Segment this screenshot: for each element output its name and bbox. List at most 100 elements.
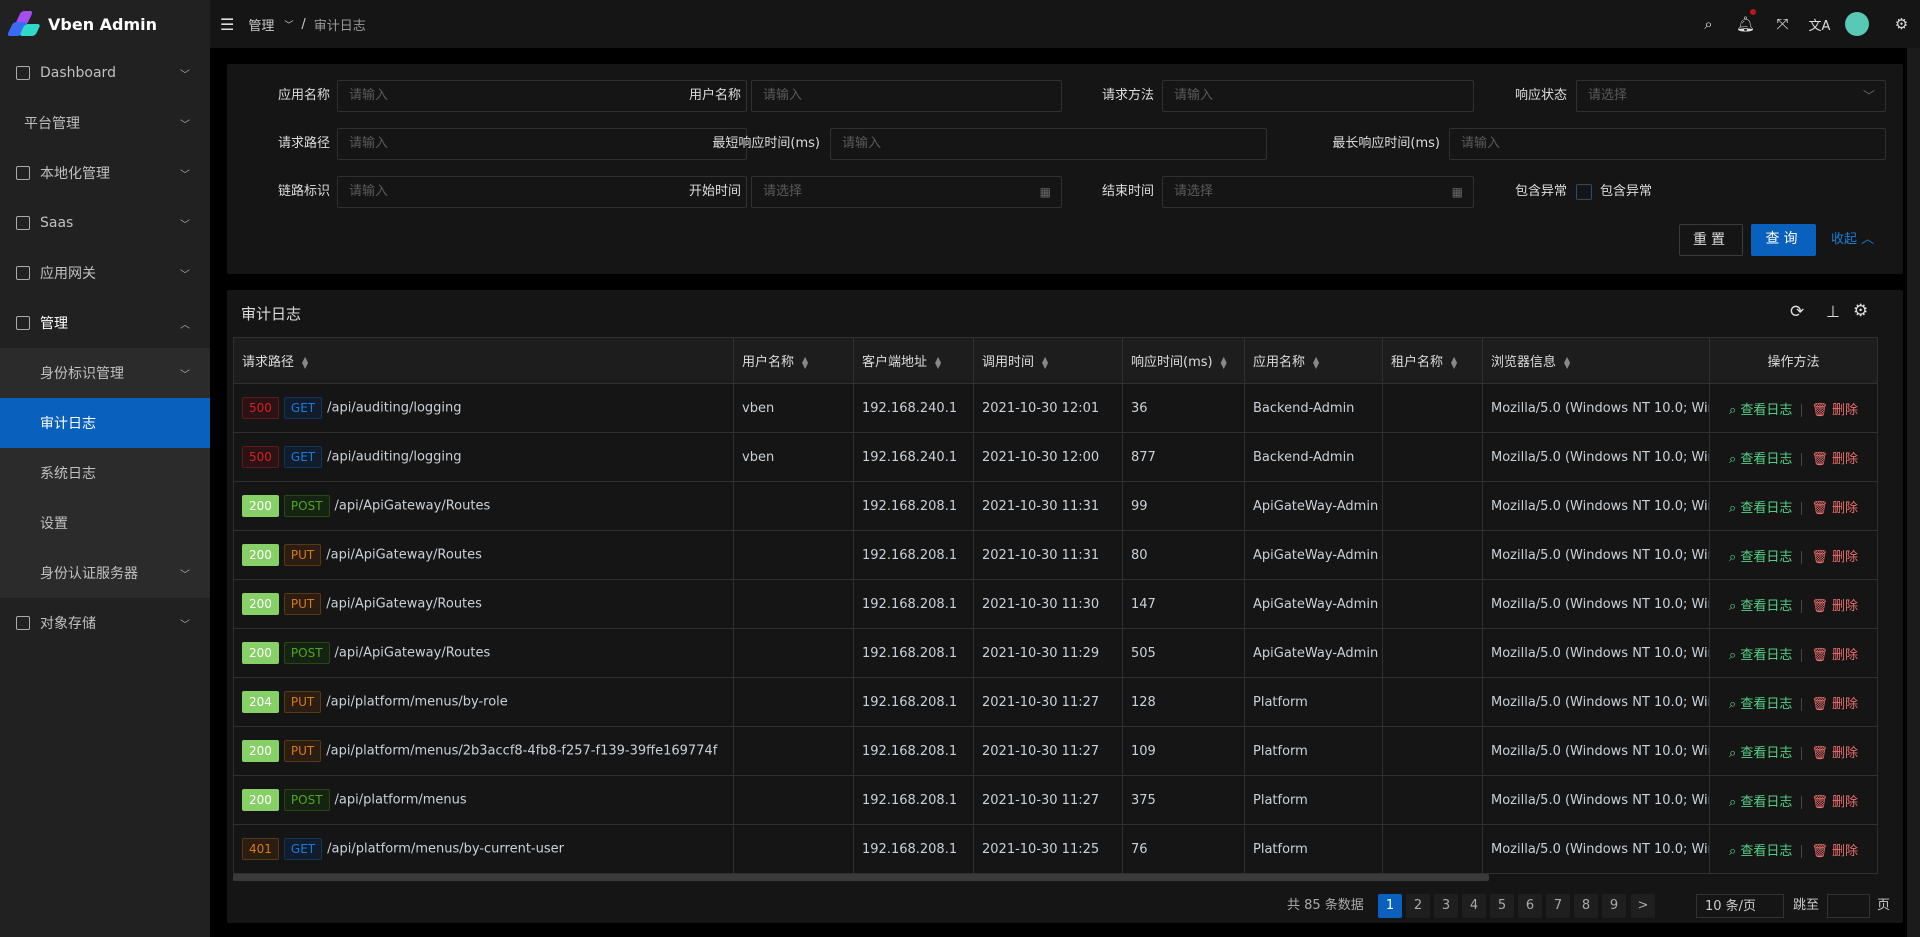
search-icon: ⌕	[1728, 549, 1737, 565]
page-button[interactable]: 3	[1434, 894, 1458, 918]
view-log-button[interactable]: ⌕ 查看日志	[1729, 746, 1792, 761]
sidebar-item[interactable]: 应用网关 ﹀	[0, 248, 210, 298]
divider	[1801, 697, 1803, 711]
gear-icon[interactable]: ⚙	[1894, 15, 1909, 33]
sort-icon[interactable]: ▲ ▼	[802, 354, 809, 370]
fullscreen-icon[interactable]: ⤧	[1776, 15, 1789, 33]
sidebar-item[interactable]: 本地化管理 ﹀	[0, 148, 210, 198]
delete-button[interactable]: 🗑︎ 删除	[1811, 844, 1858, 859]
method-placeholder: 请输入	[1174, 88, 1214, 103]
trace-placeholder: 请输入	[349, 184, 389, 199]
status-input[interactable]: 请选择 ﹀	[1576, 80, 1886, 112]
sidebar-item[interactable]: 身份认证服务器 ﹀	[0, 548, 210, 598]
reset-button[interactable]: 重置	[1679, 224, 1743, 256]
translate-icon[interactable]: 文A	[1808, 18, 1831, 34]
column-header[interactable]: 客户端地址 ▲ ▼	[853, 337, 974, 384]
user_name-input[interactable]: 请输入	[751, 80, 1062, 112]
trace-input[interactable]: 请输入	[337, 176, 747, 208]
sidebar-item[interactable]: Saas ﹀	[0, 198, 210, 248]
next-page-button[interactable]: >	[1631, 894, 1655, 918]
settings-icon[interactable]: ⚙	[1853, 301, 1869, 321]
request-path: /api/auditing/logging	[327, 400, 462, 416]
refresh-icon[interactable]: ⟳	[1790, 302, 1805, 322]
page-button[interactable]: 6	[1518, 894, 1542, 918]
search-icon[interactable]: ⌕	[1704, 15, 1713, 33]
sort-icon[interactable]: ▲ ▼	[1042, 354, 1049, 370]
column-header[interactable]: 用户名称 ▲ ▼	[733, 337, 854, 384]
sidebar-item[interactable]: 系统日志	[0, 448, 210, 498]
page-button[interactable]: 9	[1602, 894, 1626, 918]
view-log-button[interactable]: ⌕ 查看日志	[1729, 452, 1792, 467]
sort-icon[interactable]: ▲ ▼	[935, 354, 942, 370]
page-size-select[interactable]: 10 条/页	[1696, 894, 1784, 918]
view-log-button[interactable]: ⌕ 查看日志	[1729, 795, 1792, 810]
has-exception-checkbox-label[interactable]: 包含异常	[1600, 184, 1653, 199]
delete-button[interactable]: 🗑︎ 删除	[1811, 746, 1858, 761]
trash-icon: 🗑︎	[1811, 745, 1828, 761]
page-scrollbar[interactable]	[1907, 48, 1920, 937]
page-button[interactable]: 2	[1406, 894, 1430, 918]
delete-button[interactable]: 🗑︎ 删除	[1811, 697, 1858, 712]
has-exception-checkbox[interactable]	[1576, 184, 1592, 200]
delete-button[interactable]: 🗑︎ 删除	[1811, 452, 1858, 467]
delete-button[interactable]: 🗑︎ 删除	[1811, 599, 1858, 614]
view-log-button[interactable]: ⌕ 查看日志	[1729, 697, 1792, 712]
min_time-input[interactable]: 请输入	[830, 128, 1267, 160]
path-input[interactable]: 请输入	[337, 128, 747, 160]
table-row: 500 GET/api/auditing/logging vben 192.168…	[233, 432, 1878, 482]
sidebar-item[interactable]: 审计日志	[0, 398, 210, 448]
query-button[interactable]: 查询	[1751, 224, 1816, 256]
page-button[interactable]: 8	[1574, 894, 1598, 918]
menu-fold-icon[interactable]: ☰	[220, 14, 235, 34]
sidebar-item[interactable]: 设置	[0, 498, 210, 548]
max_time-input[interactable]: 请输入	[1449, 128, 1886, 160]
column-header[interactable]: 请求路径 ▲ ▼	[233, 337, 734, 384]
start-input[interactable]: 请选择 ▦	[751, 176, 1062, 208]
table-horizontal-scrollbar[interactable]	[233, 874, 1489, 881]
delete-button[interactable]: 🗑︎ 删除	[1811, 550, 1858, 565]
view-log-button[interactable]: ⌕ 查看日志	[1729, 501, 1792, 516]
view-log-button[interactable]: ⌕ 查看日志	[1729, 403, 1792, 418]
view-log-button[interactable]: ⌕ 查看日志	[1729, 648, 1792, 663]
view-log-button[interactable]: ⌕ 查看日志	[1729, 844, 1792, 859]
jump-input[interactable]	[1827, 894, 1870, 918]
breadcrumb-item[interactable]: 管理	[248, 18, 275, 34]
sort-icon[interactable]: ▲ ▼	[1451, 354, 1458, 370]
sidebar-item[interactable]: 管理 ︿	[0, 298, 210, 348]
chevron-down-icon: ﹀	[180, 119, 190, 131]
status-label: 响应状态	[1514, 88, 1567, 103]
page-button[interactable]: 4	[1462, 894, 1486, 918]
column-header[interactable]: 响应时间(ms) ▲ ▼	[1122, 337, 1245, 384]
logo[interactable]: Vben Admin	[0, 0, 210, 48]
sidebar-item[interactable]: 对象存储 ﹀	[0, 598, 210, 648]
app_name-input[interactable]: 请输入	[337, 80, 747, 112]
page-button[interactable]: 7	[1546, 894, 1570, 918]
delete-button[interactable]: 🗑︎ 删除	[1811, 403, 1858, 418]
sort-icon[interactable]: ▲ ▼	[1220, 354, 1227, 370]
column-header[interactable]: 应用名称 ▲ ▼	[1244, 337, 1383, 384]
density-icon[interactable]: ⊥	[1826, 302, 1840, 321]
view-log-button[interactable]: ⌕ 查看日志	[1729, 599, 1792, 614]
path-cell: 200 POST/api/ApiGateway/Routes	[233, 481, 734, 531]
delete-button[interactable]: 🗑︎ 删除	[1811, 648, 1858, 663]
sort-icon[interactable]: ▲ ▼	[1313, 354, 1320, 370]
avatar[interactable]	[1838, 12, 1875, 36]
sidebar-item[interactable]: 平台管理 ﹀	[0, 98, 210, 148]
page-button[interactable]: 5	[1490, 894, 1514, 918]
column-header[interactable]: 浏览器信息 ▲ ▼	[1482, 337, 1710, 384]
view-log-button[interactable]: ⌕ 查看日志	[1729, 550, 1792, 565]
sidebar-item[interactable]: Dashboard ﹀	[0, 48, 210, 98]
sort-icon[interactable]: ▲ ▼	[302, 354, 309, 370]
end-input[interactable]: 请选择 ▦	[1162, 176, 1474, 208]
method-input[interactable]: 请输入	[1162, 80, 1474, 112]
sidebar-item[interactable]: 身份标识管理 ﹀	[0, 348, 210, 398]
table-row: 204 PUT/api/platform/menus/by-role 192.16…	[233, 677, 1878, 727]
delete-button[interactable]: 🗑︎ 删除	[1811, 795, 1858, 810]
sort-icon[interactable]: ▲ ▼	[1564, 354, 1571, 370]
collapse-link[interactable]: 收起 ︿	[1831, 224, 1874, 256]
delete-button[interactable]: 🗑︎ 删除	[1811, 501, 1858, 516]
bell-icon[interactable]: 🔔︎	[1727, 9, 1764, 33]
column-header[interactable]: 租户名称 ▲ ▼	[1382, 337, 1483, 384]
page-button[interactable]: 1	[1378, 894, 1402, 918]
column-header[interactable]: 调用时间 ▲ ▼	[973, 337, 1123, 384]
